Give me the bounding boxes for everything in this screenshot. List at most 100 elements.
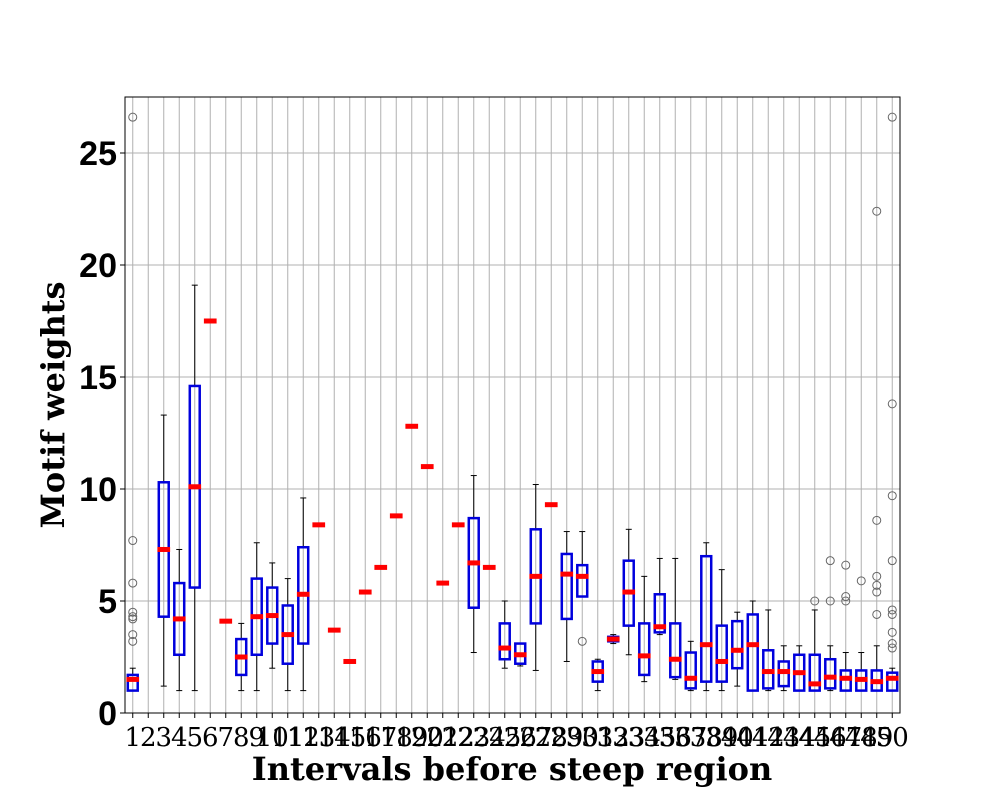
box-group [234, 622, 248, 692]
box-group [839, 560, 853, 692]
x-tick-label: 9 [248, 723, 265, 753]
box-group [637, 575, 651, 683]
x-tick-label: 22 [442, 723, 475, 753]
box-group [622, 528, 636, 656]
x-tick-label: 27 [519, 723, 552, 753]
x-tick-label: 34 [628, 723, 661, 753]
box-group [529, 484, 543, 671]
box-group [746, 600, 760, 692]
box-group [808, 596, 822, 692]
y-tick-label: 25 [79, 135, 117, 173]
x-tick-label: 49 [860, 723, 893, 753]
x-tick-label: 42 [752, 723, 785, 753]
x-tick-label: 2 [140, 723, 157, 753]
x-tick-label: 41 [736, 723, 769, 753]
outlier-point [825, 556, 835, 566]
box-group [250, 542, 264, 692]
x-tick-label: 39 [705, 723, 738, 753]
x-tick-label: 30 [566, 723, 599, 753]
x-tick-label: 26 [504, 723, 537, 753]
box-group [870, 206, 884, 692]
x-axis-label: Intervals before steep region [252, 750, 772, 788]
x-tick-label: 20 [411, 723, 444, 753]
iqr-box [715, 624, 728, 683]
x-tick-label: 23 [457, 723, 490, 753]
iqr-box [669, 622, 682, 679]
box-group [885, 112, 899, 692]
x-tick-label: 3 [155, 723, 172, 753]
iqr-box [126, 673, 139, 692]
x-tick-label: 6 [202, 723, 219, 753]
box-group [265, 562, 279, 669]
box-group [854, 576, 868, 692]
box-group [823, 556, 837, 692]
iqr-box [560, 552, 573, 621]
outlier-point [810, 596, 820, 606]
iqr-box [684, 651, 697, 690]
x-tick-label: 14 [318, 723, 351, 753]
x-tick-label: 19 [395, 723, 428, 753]
outlier-point [887, 639, 897, 649]
outlier-point [887, 643, 897, 653]
grid-lines [125, 97, 900, 714]
iqr-box [638, 622, 651, 677]
x-tick-label: 7 [217, 723, 234, 753]
outlier-point [887, 112, 897, 122]
box-group [668, 557, 682, 680]
box-group [126, 112, 140, 692]
outlier-point [128, 612, 138, 622]
x-tick-label: 13 [302, 723, 335, 753]
box-group [172, 548, 186, 692]
box-group [777, 645, 791, 692]
outlier-point [887, 491, 897, 501]
box-group [281, 578, 295, 692]
outlier-point [887, 605, 897, 615]
outlier-point [577, 636, 587, 646]
outlier-point [825, 596, 835, 606]
box-group [575, 531, 589, 646]
outlier-point [872, 587, 882, 597]
iqr-box [824, 657, 837, 690]
box-group [684, 640, 698, 692]
x-tick-label: 15 [333, 723, 366, 753]
outlier-point [128, 636, 138, 646]
outlier-point [128, 578, 138, 588]
y-tick-label: 15 [79, 359, 117, 397]
x-tick-label: 12 [287, 723, 320, 753]
outlier-point [856, 576, 866, 586]
outlier-point [887, 627, 897, 637]
x-tick-label: 48 [845, 723, 878, 753]
box-group [157, 414, 171, 687]
x-tick-label: 21 [426, 723, 459, 753]
y-tick-label: 0 [98, 695, 117, 733]
iqr-box [653, 593, 666, 634]
x-tick-label: 24 [473, 723, 506, 753]
box-group [560, 531, 574, 662]
outlier-point [887, 399, 897, 409]
outlier-point [872, 580, 882, 590]
x-tick-label: 33 [612, 723, 645, 753]
outlier-point [887, 609, 897, 619]
box-group [761, 609, 775, 692]
box-group [513, 642, 527, 667]
x-tick-label: 38 [690, 723, 723, 753]
outlier-point [841, 592, 851, 602]
outlier-point [128, 112, 138, 122]
box-group [699, 542, 713, 692]
outlier-point [872, 206, 882, 216]
box-group [715, 569, 729, 692]
box-series [126, 112, 899, 692]
box-group [498, 600, 512, 669]
y-tick-label: 20 [79, 247, 117, 285]
iqr-box [498, 622, 511, 661]
outlier-point [128, 614, 138, 624]
x-tick-label: 35 [643, 723, 676, 753]
box-group [606, 634, 620, 645]
x-tick-label: 31 [581, 723, 614, 753]
y-axis-ticks: 0 5 10 15 20 25 [79, 135, 125, 733]
outlier-point [841, 596, 851, 606]
x-tick-label: 25 [488, 723, 521, 753]
iqr-box [700, 554, 713, 683]
x-tick-label: 37 [674, 723, 707, 753]
